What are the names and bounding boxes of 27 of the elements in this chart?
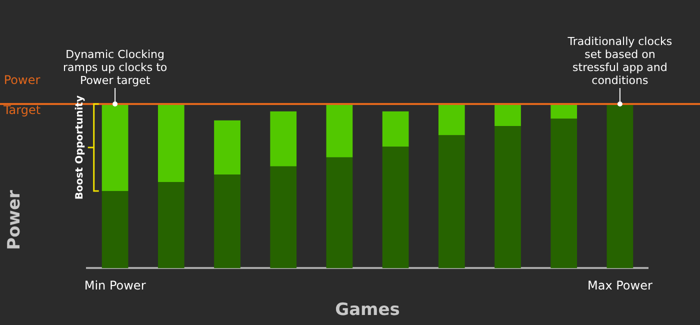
y-axis-title: Power xyxy=(4,190,24,250)
bar xyxy=(494,104,521,126)
bar xyxy=(326,157,353,268)
bar xyxy=(550,104,578,119)
text: Boost Opportunity xyxy=(74,95,86,200)
bar xyxy=(214,174,240,268)
x-tick-label: Min Power xyxy=(84,278,146,293)
bar xyxy=(438,135,465,268)
annotation: Traditionally clocks set based on stressful app and conditions xyxy=(566,35,672,87)
bar xyxy=(102,191,128,268)
bar xyxy=(214,120,240,175)
x-tick-label: Max Power xyxy=(587,278,652,293)
bar xyxy=(382,146,409,268)
bar xyxy=(494,126,521,268)
bar xyxy=(438,104,465,136)
x-axis-title: Games xyxy=(335,300,400,320)
bar xyxy=(606,104,634,268)
text: Power Target xyxy=(3,73,41,118)
bar xyxy=(382,111,409,147)
bar xyxy=(270,166,297,268)
annotation: Dynamic Clocking ramps up clocks to Power target xyxy=(62,48,168,87)
bar xyxy=(270,111,297,166)
bar xyxy=(326,104,353,158)
bar xyxy=(102,104,128,192)
bar xyxy=(158,182,184,268)
bar xyxy=(158,104,184,182)
bar xyxy=(550,118,578,268)
